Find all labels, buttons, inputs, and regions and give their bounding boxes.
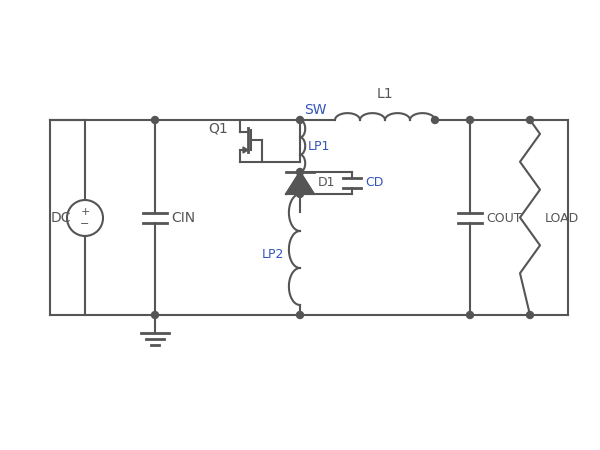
Polygon shape: [243, 147, 248, 153]
Circle shape: [431, 117, 439, 123]
Text: DC: DC: [50, 211, 71, 225]
Text: LP1: LP1: [308, 140, 331, 153]
Text: +: +: [80, 207, 89, 217]
Circle shape: [527, 311, 533, 319]
Text: CIN: CIN: [171, 211, 195, 225]
Circle shape: [151, 117, 158, 123]
Text: CD: CD: [365, 176, 383, 189]
Text: LP2: LP2: [262, 248, 284, 261]
Circle shape: [296, 117, 304, 123]
Circle shape: [467, 311, 473, 319]
Circle shape: [296, 311, 304, 319]
Circle shape: [467, 117, 473, 123]
Circle shape: [296, 168, 304, 176]
Circle shape: [151, 311, 158, 319]
Circle shape: [527, 117, 533, 123]
Text: −: −: [80, 219, 89, 229]
Text: COUT: COUT: [486, 212, 521, 225]
Polygon shape: [286, 172, 314, 194]
Text: D1: D1: [318, 176, 335, 189]
Text: LOAD: LOAD: [545, 212, 579, 225]
Text: L1: L1: [377, 87, 394, 101]
Circle shape: [296, 190, 304, 198]
Text: Q1: Q1: [208, 121, 228, 135]
Text: SW: SW: [304, 103, 326, 117]
